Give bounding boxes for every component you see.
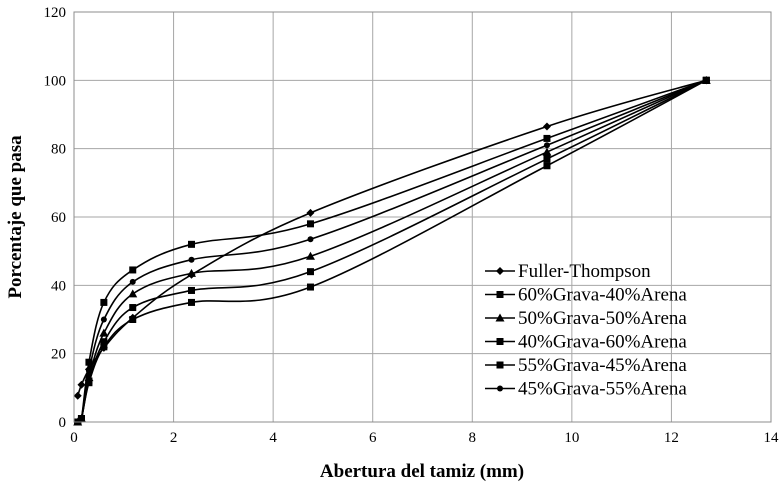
data-point-circle [188, 256, 195, 263]
x-tick-label: 10 [564, 430, 579, 446]
data-point-circle [85, 367, 92, 374]
legend-label: Fuller-Thompson [518, 261, 651, 282]
data-point-square [100, 298, 108, 306]
y-tick-label: 20 [51, 347, 66, 363]
legend-item: 55%Grava-45%Arena [485, 355, 687, 376]
data-point-triangle [542, 147, 552, 156]
legend-marker [495, 313, 505, 322]
data-point-square [187, 298, 195, 306]
x-tick-label: 6 [369, 430, 377, 446]
y-tick-label: 0 [59, 415, 67, 431]
legend-item: 40%Grava-60%Arena [485, 332, 687, 353]
x-tick-label: 2 [170, 430, 178, 446]
legend-item: 45%Grava-55%Arena [485, 379, 687, 400]
y-axis-title: Porcentaje que pasa [5, 135, 26, 299]
y-tick-label: 120 [44, 5, 67, 21]
y-tick-label: 80 [51, 142, 66, 158]
data-point-square [129, 266, 137, 274]
data-point-square [306, 283, 314, 291]
data-point-diamond [306, 208, 315, 217]
y-tick-labels: 0 20 40 60 80 100 120 [44, 5, 67, 431]
legend-marker [496, 291, 504, 298]
x-tick-label: 12 [664, 430, 679, 446]
legend-marker [496, 267, 504, 275]
legend-marker [497, 385, 503, 392]
data-point-circle [100, 316, 107, 323]
data-point-circle [543, 142, 550, 149]
data-point-square [129, 304, 137, 312]
x-tick-label: 0 [70, 430, 78, 446]
data-point-square [306, 220, 314, 228]
series-line [76, 79, 707, 396]
y-tick-label: 40 [51, 278, 66, 294]
plot-area-border [73, 11, 772, 423]
data-point-square [543, 162, 551, 170]
data-point-circle [307, 236, 314, 243]
legend-label: 60%Grava-40%Arena [518, 285, 687, 306]
data-point-square [129, 316, 137, 323]
data-point-triangle [128, 289, 138, 298]
series-6 [74, 77, 710, 425]
data-point-triangle [186, 268, 196, 277]
data-point-triangle [99, 328, 109, 337]
data-point-square [543, 134, 551, 142]
data-point-square [85, 377, 93, 385]
legend: Fuller-Thompson 60%Grava-40%Arena50%Grava… [485, 261, 687, 400]
data-point-square [306, 268, 314, 276]
data-point-square [100, 343, 108, 351]
series-layer [73, 75, 711, 426]
legend-label: 45%Grava-55%Arena [518, 379, 687, 400]
legend-label: 55%Grava-45%Arena [518, 355, 687, 376]
y-tick-label: 100 [44, 73, 67, 89]
data-point-square [187, 286, 195, 294]
x-axis-title: Abertura del tamiz (mm) [320, 461, 524, 482]
data-point-diamond [542, 122, 551, 131]
data-point-square [85, 358, 93, 366]
legend-item: Fuller-Thompson [485, 261, 651, 282]
data-point-circle [703, 77, 710, 84]
data-point-square [187, 240, 195, 248]
x-tick-label: 14 [764, 430, 780, 446]
legend-marker [496, 338, 504, 345]
legend-item: 50%Grava-50%Arena [485, 308, 687, 329]
data-point-circle [78, 415, 85, 422]
x-tick-label: 8 [469, 430, 477, 446]
data-point-circle [129, 278, 136, 285]
legend-label: 50%Grava-50%Arena [518, 308, 687, 329]
legend-marker [496, 361, 504, 369]
data-point-diamond [73, 391, 82, 400]
data-point-triangle [305, 251, 315, 260]
grid [73, 11, 772, 423]
data-point-square [543, 155, 551, 163]
data-point-diamond [77, 380, 86, 389]
data-point-square [100, 338, 108, 346]
y-tick-label: 60 [51, 210, 66, 226]
x-tick-label: 4 [269, 430, 277, 446]
legend-item: 60%Grava-40%Arena [485, 285, 687, 306]
legend-label: 40%Grava-60%Arena [518, 332, 687, 353]
x-tick-labels: 0 2 4 6 8 10 12 14 [70, 430, 779, 446]
